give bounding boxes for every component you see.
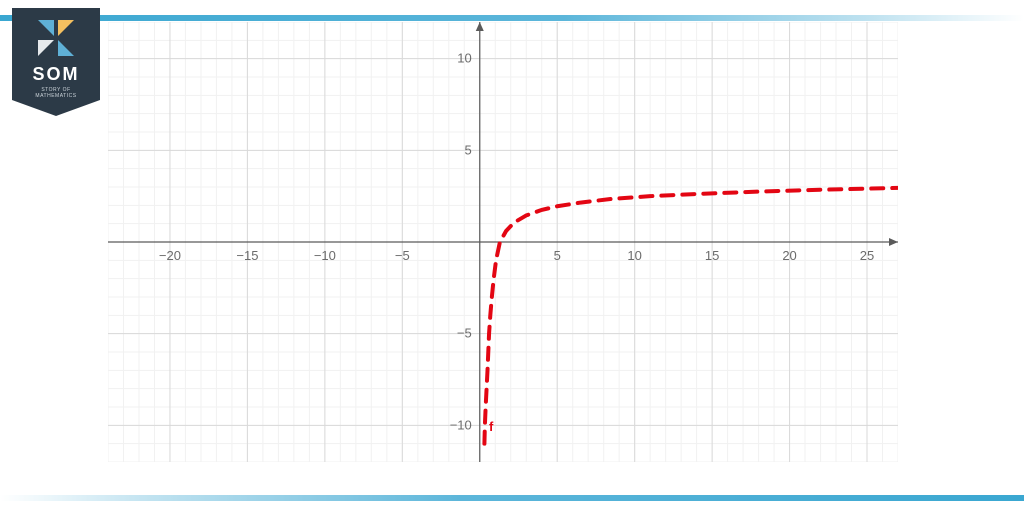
svg-text:20: 20 bbox=[782, 248, 796, 263]
svg-text:−15: −15 bbox=[236, 248, 258, 263]
logo-name: SOM bbox=[20, 64, 92, 85]
svg-text:5: 5 bbox=[554, 248, 561, 263]
svg-text:15: 15 bbox=[705, 248, 719, 263]
logo-badge: SOM STORY OF MATHEMATICS bbox=[12, 8, 100, 100]
svg-text:f: f bbox=[489, 419, 494, 434]
top-accent-bar bbox=[0, 8, 1024, 14]
chart-container: −20 −15 −10 −5 5 10 15 20 25 −10 −5 5 10 f bbox=[108, 22, 898, 462]
svg-text:−10: −10 bbox=[450, 417, 472, 432]
svg-text:5: 5 bbox=[465, 142, 472, 157]
svg-text:10: 10 bbox=[627, 248, 641, 263]
bottom-accent-bar bbox=[0, 488, 1024, 494]
svg-text:−10: −10 bbox=[314, 248, 336, 263]
svg-text:25: 25 bbox=[860, 248, 874, 263]
svg-text:−20: −20 bbox=[159, 248, 181, 263]
svg-text:−5: −5 bbox=[457, 326, 472, 341]
svg-text:10: 10 bbox=[457, 51, 471, 66]
logo-mark-icon bbox=[36, 18, 76, 58]
coordinate-chart: −20 −15 −10 −5 5 10 15 20 25 −10 −5 5 10 f bbox=[108, 22, 898, 462]
logo-tagline: STORY OF MATHEMATICS bbox=[20, 87, 92, 99]
svg-text:−5: −5 bbox=[395, 248, 410, 263]
